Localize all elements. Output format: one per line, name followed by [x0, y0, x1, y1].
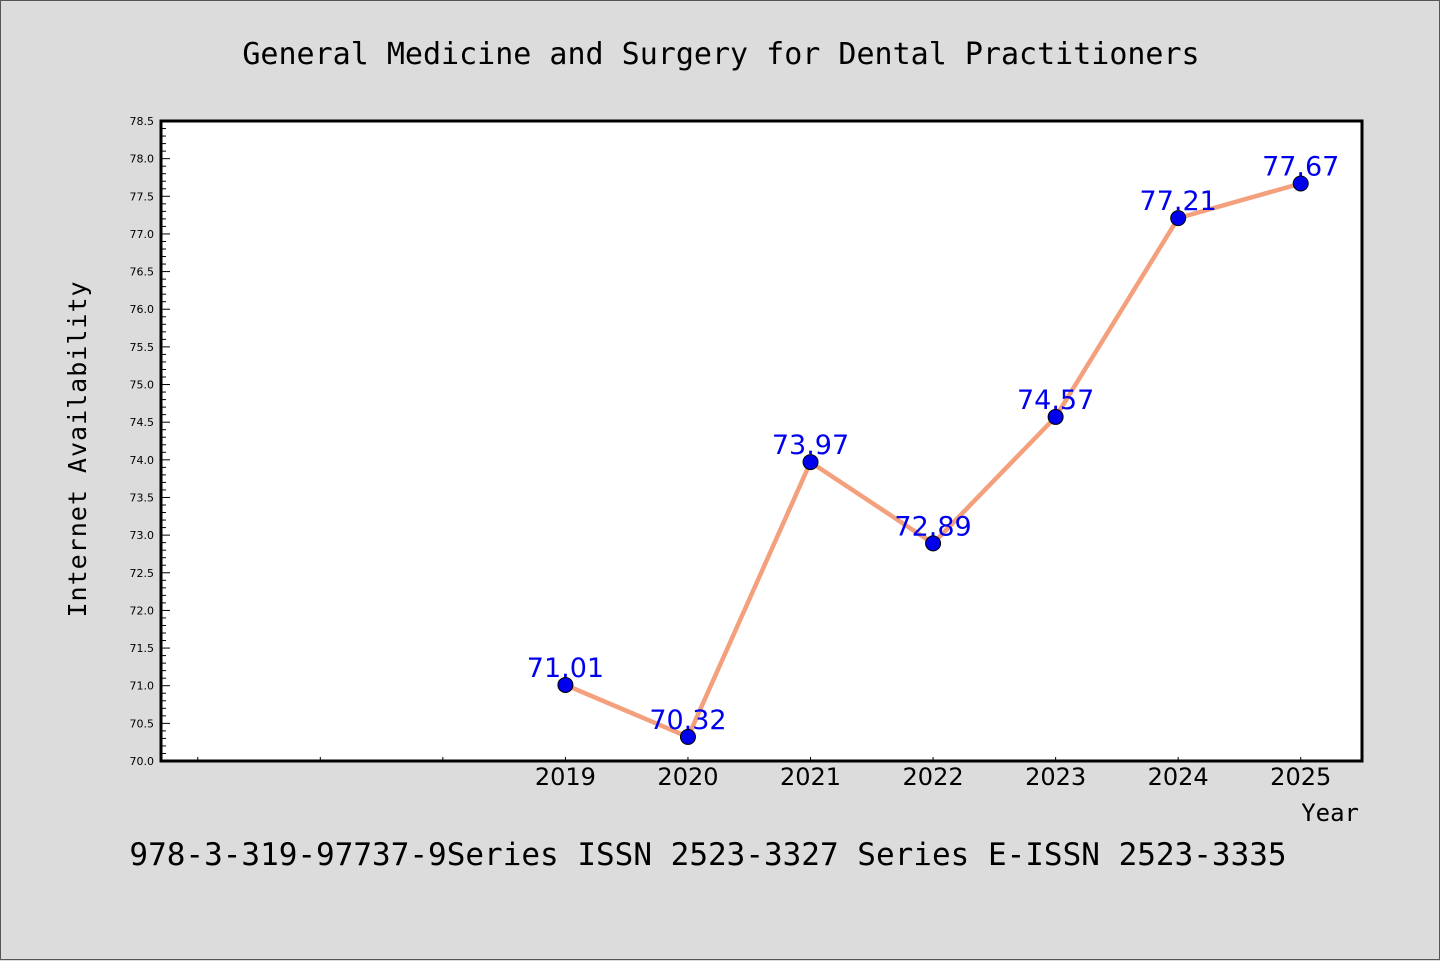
x-tick-label: 2022 — [903, 763, 964, 791]
data-point — [925, 535, 942, 552]
data-point — [557, 676, 574, 693]
y-tick-label: 78.5 — [130, 115, 155, 128]
x-tick-label: 2025 — [1270, 763, 1331, 791]
x-axis-ticks: 2019 2020 2021 2022 2023 2024 2025 — [197, 757, 1331, 791]
y-axis-ticks: 70.0 70.5 71.0 71.5 72.0 72.5 73.0 73.5 74.0 74.5… — [130, 115, 170, 768]
x-tick-label: 2021 — [780, 763, 841, 791]
y-tick-label: 70.0 — [130, 755, 155, 768]
y-tick-label: 72.5 — [130, 567, 155, 580]
data-point — [1170, 210, 1187, 227]
x-tick-label: 2020 — [657, 763, 718, 791]
x-tick-label: 2019 — [535, 763, 596, 791]
data-label: 77.67 — [1262, 151, 1339, 182]
y-tick-label: 74.0 — [130, 454, 155, 467]
data-point — [802, 454, 819, 471]
data-label: 72.89 — [894, 511, 971, 542]
y-tick-label: 70.5 — [130, 717, 155, 730]
y-tick-label: 75.0 — [130, 379, 155, 392]
x-tick-label: 2024 — [1148, 763, 1209, 791]
x-axis-label: Year — [1301, 799, 1359, 827]
y-tick-label: 77.5 — [130, 190, 155, 203]
y-tick-label: 71.0 — [130, 680, 155, 693]
x-tick-label: 2023 — [1025, 763, 1086, 791]
data-point — [679, 728, 696, 745]
data-point — [1047, 408, 1064, 425]
data-label: 77.21 — [1140, 186, 1217, 217]
y-tick-label: 72.0 — [130, 604, 155, 617]
data-label: 70.32 — [649, 705, 726, 736]
data-label: 74.57 — [1017, 385, 1094, 416]
footer-isbn-text: 978-3-319-97737-9Series ISSN 2523-3327 S… — [129, 837, 1286, 873]
data-label: 73.97 — [772, 430, 849, 461]
y-tick-label: 78.0 — [130, 153, 155, 166]
y-tick-label: 73.5 — [130, 491, 155, 504]
y-tick-label: 75.5 — [130, 341, 155, 354]
y-tick-label: 76.5 — [130, 266, 155, 279]
data-label: 71.01 — [527, 653, 604, 684]
y-tick-label: 71.5 — [130, 642, 155, 655]
y-tick-label: 77.0 — [130, 228, 155, 241]
chart-title: General Medicine and Surgery for Dental … — [242, 37, 1199, 72]
data-point — [1292, 175, 1309, 192]
y-tick-label: 76.0 — [130, 303, 155, 316]
y-tick-label: 74.5 — [130, 416, 155, 429]
series-group: 71.01 70.32 73.97 72.89 74.57 77.21 77.67 — [527, 151, 1339, 745]
y-axis-label: Internet Availability — [63, 280, 92, 617]
y-tick-label: 73.0 — [130, 529, 155, 542]
plot-area — [159, 119, 1364, 763]
